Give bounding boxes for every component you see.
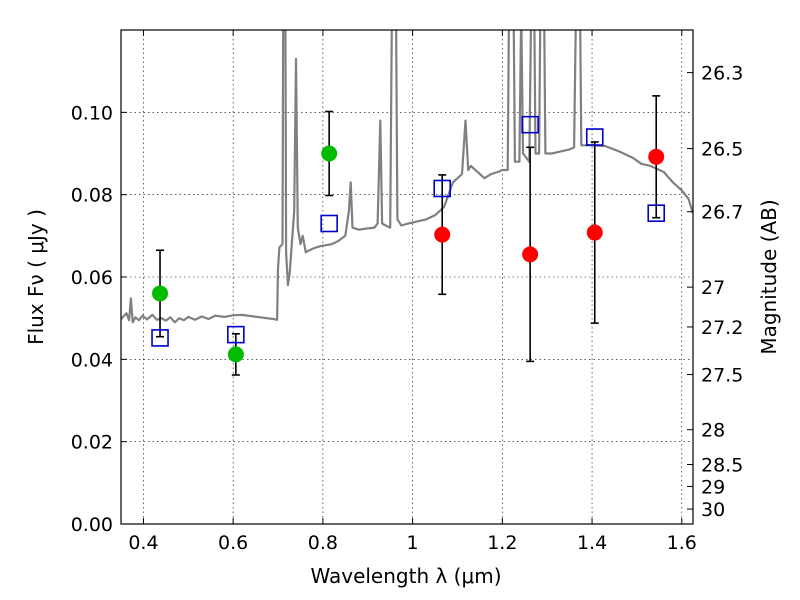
right-axis-tick-label: 26.7 (701, 202, 743, 224)
model-photometry-square (647, 204, 666, 222)
red-data-point (586, 224, 603, 241)
y-tick-label: 0.02 (71, 432, 113, 454)
x-axis-label: Wavelength λ (μm) (310, 564, 501, 588)
x-tick-label: 1.6 (667, 532, 697, 554)
model-photometry-square (151, 329, 169, 347)
right-axis-tick-label: 27.5 (701, 365, 743, 387)
y-tick-label: 0.06 (71, 267, 113, 289)
right-axis-tick-label: 30 (701, 499, 725, 521)
axis-ticks (121, 30, 693, 525)
model-photometry-square (320, 214, 338, 233)
right-axis-tick-label: 26.3 (701, 63, 743, 85)
x-tick-label: 1.4 (577, 532, 607, 554)
x-tick-label: 1.2 (487, 532, 517, 554)
errorbar-layer (156, 95, 661, 376)
right-axis-tick-label: 29 (701, 476, 725, 498)
model-photometry-square (585, 128, 604, 146)
x-tick-label: 0.8 (308, 532, 338, 554)
marker-layer (151, 115, 666, 363)
red-data-point (522, 246, 539, 263)
model-photometry-square (227, 325, 245, 344)
y-axis-label: Flux Fν ( μJy ) (24, 209, 48, 345)
right-axis-tick-label: 28 (701, 420, 725, 442)
spectrum-layer (121, 30, 693, 324)
right-axis-tick-label: 28.5 (701, 454, 743, 476)
green-data-point (321, 145, 338, 162)
y-tick-label: 0.00 (71, 514, 113, 536)
spectrum-line (121, 30, 693, 324)
x-tick-label: 1 (407, 532, 419, 554)
model-photometry-square (433, 179, 452, 198)
green-data-point (227, 346, 244, 363)
green-data-point (152, 285, 169, 302)
x-tick-label: 0.4 (128, 532, 158, 554)
tick-labels: 0.4 0.6 0.8 1 1.2 1.4 1.6 0.00 0.02 0.04 0.06 0.08 0… (71, 63, 744, 554)
right-axis-tick-label: 27.2 (701, 317, 743, 339)
y-tick-label: 0.04 (71, 349, 113, 371)
y-tick-label: 0.08 (71, 185, 113, 207)
right-axis-tick-label: 26.5 (701, 139, 743, 161)
right-axis-label: Magnitude (AB) (757, 199, 781, 354)
grid (121, 30, 693, 525)
red-data-point (434, 226, 451, 243)
y-tick-label: 0.10 (71, 102, 113, 124)
x-tick-label: 0.6 (218, 532, 248, 554)
red-data-point (648, 148, 665, 165)
model-photometry-square (521, 115, 539, 134)
right-axis-tick-label: 27 (701, 277, 725, 299)
